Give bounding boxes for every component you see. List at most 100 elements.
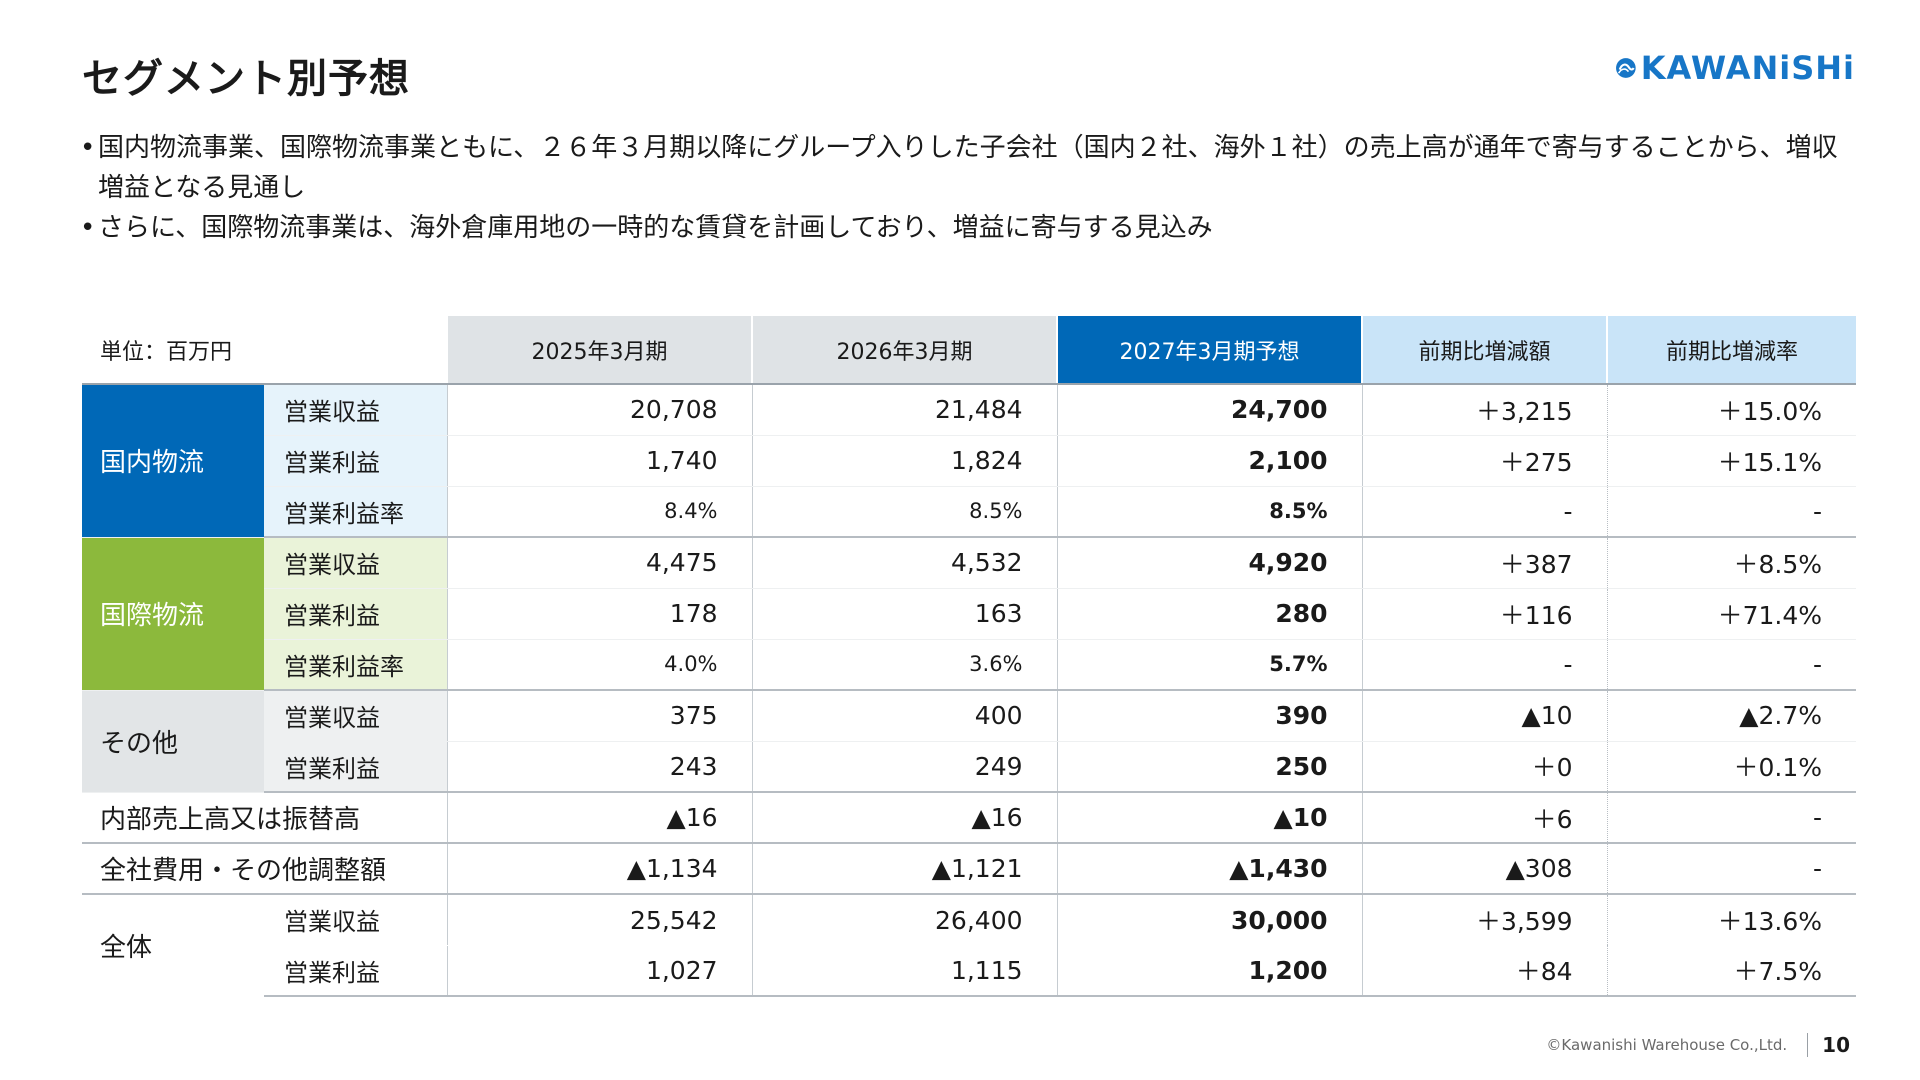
segment-label-other: その他 [82,690,264,793]
cell-value: ＋71.4% [1606,588,1857,640]
logo-mark-icon [1616,58,1636,78]
cell-value: - [1361,639,1608,691]
cell-value: ▲308 [1361,843,1608,895]
row-label-internal-sales: 内部売上高又は振替高 [82,792,448,844]
row-item-label: 営業利益 [264,588,448,640]
cell-value: 4,920 [1056,537,1363,589]
bullet-mark: • [80,213,96,243]
cell-value: ＋3,215 [1361,384,1608,436]
row-label-corporate-expenses: 全社費用・その他調整額 [82,843,448,895]
cell-value: - [1361,486,1608,538]
cell-value: - [1606,843,1857,895]
cell-value: ▲1,430 [1056,843,1363,895]
cell-value: 8.5% [751,486,1058,538]
cell-value: 1,115 [751,945,1058,997]
cell-value: ＋15.0% [1606,384,1857,436]
cell-value: - [1606,792,1857,844]
cell-value: ＋0 [1361,741,1608,793]
page-title: セグメント別予想 [82,56,410,102]
logo-text: KAWANiSHi [1640,49,1855,87]
bullet-item: • さらに、国際物流事業は、海外倉庫用地の一時的な賃貸を計画しており、増益に寄与… [80,208,1860,248]
cell-value: 390 [1056,690,1363,742]
row-item-label: 営業収益 [264,894,448,946]
bullet-mark: • [80,133,96,163]
cell-value: 1,027 [446,945,753,997]
cell-value: 1,824 [751,435,1058,487]
cell-value: 4.0% [446,639,753,691]
company-logo: KAWANiSHi [1615,44,1855,92]
cell-value: 250 [1056,741,1363,793]
cell-value: ＋3,599 [1361,894,1608,945]
bullet-text: 国内物流事業、国際物流事業ともに、２６年３月期以降にグループ入りした子会社（国内… [98,133,1838,203]
table-row: 内部売上高又は振替高 ▲16 ▲16 ▲10 ＋6 - [82,792,1857,844]
copyright-text: ©Kawanishi Warehouse Co.,Ltd. [1546,1036,1788,1054]
cell-value: ＋387 [1361,537,1608,589]
table-row: その他 営業収益 375 400 390 ▲10 ▲2.7% [82,690,1857,793]
cell-value: ＋84 [1361,945,1608,997]
col-header-fy2025: 2025年3月期 [446,316,753,385]
col-header-fy2027-forecast: 2027年3月期予想 [1056,316,1363,385]
cell-value: 4,532 [751,537,1058,589]
cell-value: ＋116 [1361,588,1608,640]
cell-value: 1,200 [1056,945,1363,997]
row-item-label: 営業利益率 [264,639,448,691]
row-item-label: 営業利益 [264,945,448,997]
table-row: 営業利益率 4.0% 3.6% 5.7% - - [82,639,1857,691]
col-header-yoy-rate: 前期比増減率 [1606,316,1857,385]
segment-label-international: 国際物流 [82,537,264,691]
cell-value: 21,484 [751,384,1058,436]
cell-value: ＋8.5% [1606,537,1857,589]
bullet-item: • 国内物流事業、国際物流事業ともに、２６年３月期以降にグループ入りした子会社（… [80,128,1860,208]
col-header-yoy-amount: 前期比増減額 [1361,316,1608,385]
cell-value: 4,475 [446,537,753,589]
row-item-label: 営業利益 [264,741,448,793]
cell-value: ＋7.5% [1606,945,1857,997]
cell-value: 3.6% [751,639,1058,691]
table-row: 国際物流 営業収益 4,475 4,532 4,920 ＋387 ＋8.5% [82,537,1857,691]
segment-label-total: 全体 [100,933,153,963]
summary-bullets: • 国内物流事業、国際物流事業ともに、２６年３月期以降にグループ入りした子会社（… [80,128,1860,248]
cell-value: ▲1,134 [446,843,753,895]
footer-divider [1807,1033,1809,1057]
page-footer: ©Kawanishi Warehouse Co.,Ltd. 10 [1500,1030,1850,1060]
cell-value: 178 [446,588,753,640]
table-row: 営業利益率 8.4% 8.5% 8.5% - - [82,486,1857,538]
cell-value: ▲16 [446,792,753,844]
cell-value: ＋15.1% [1606,435,1857,487]
table-row: 営業利益 1,027 1,115 1,200 ＋84 ＋7.5% [82,945,1857,997]
cell-value: 375 [446,690,753,742]
cell-value: ▲1,121 [751,843,1058,895]
cell-value: 5.7% [1056,639,1363,691]
cell-value: 26,400 [751,894,1058,945]
cell-value: - [1606,486,1857,538]
cell-value: 1,740 [446,435,753,487]
table-header-row: 単位：百万円 2025年3月期 2026年3月期 2027年3月期予想 前期比増… [82,316,1857,385]
cell-value: ▲10 [1056,792,1363,844]
row-item-label: 営業利益 [264,435,448,487]
cell-value: 280 [1056,588,1363,640]
cell-value: 25,542 [446,894,753,945]
segment-label-domestic: 国内物流 [82,384,264,538]
cell-value: ＋6 [1361,792,1608,844]
cell-value: 400 [751,690,1058,742]
table-row: 全社費用・その他調整額 ▲1,134 ▲1,121 ▲1,430 ▲308 - [82,843,1857,895]
cell-value: ▲2.7% [1606,690,1857,742]
cell-value: - [1606,639,1857,691]
table-row: 営業利益 243 249 250 ＋0 ＋0.1% [82,741,1857,793]
unit-label: 単位：百万円 [82,316,448,385]
table-row: 国内物流 営業収益 20,708 21,484 24,700 ＋3,215 ＋1… [82,384,1857,538]
table-row: 全体 営業収益 25,542 26,400 30,000 ＋3,599 ＋13.… [82,894,1857,963]
segment-forecast-table: 単位：百万円 2025年3月期 2026年3月期 2027年3月期予想 前期比増… [82,316,1857,997]
cell-value: 2,100 [1056,435,1363,487]
table-row: 営業利益 178 163 280 ＋116 ＋71.4% [82,588,1857,640]
cell-value: 243 [446,741,753,793]
cell-value: 20,708 [446,384,753,436]
cell-value: ＋13.6% [1606,894,1857,945]
cell-value: ▲10 [1361,690,1608,742]
cell-value: 249 [751,741,1058,793]
cell-value: 8.5% [1056,486,1363,538]
row-item-label: 営業収益 [264,384,448,436]
cell-value: 30,000 [1056,894,1363,945]
col-header-fy2026: 2026年3月期 [751,316,1058,385]
row-item-label: 営業収益 [264,690,448,742]
